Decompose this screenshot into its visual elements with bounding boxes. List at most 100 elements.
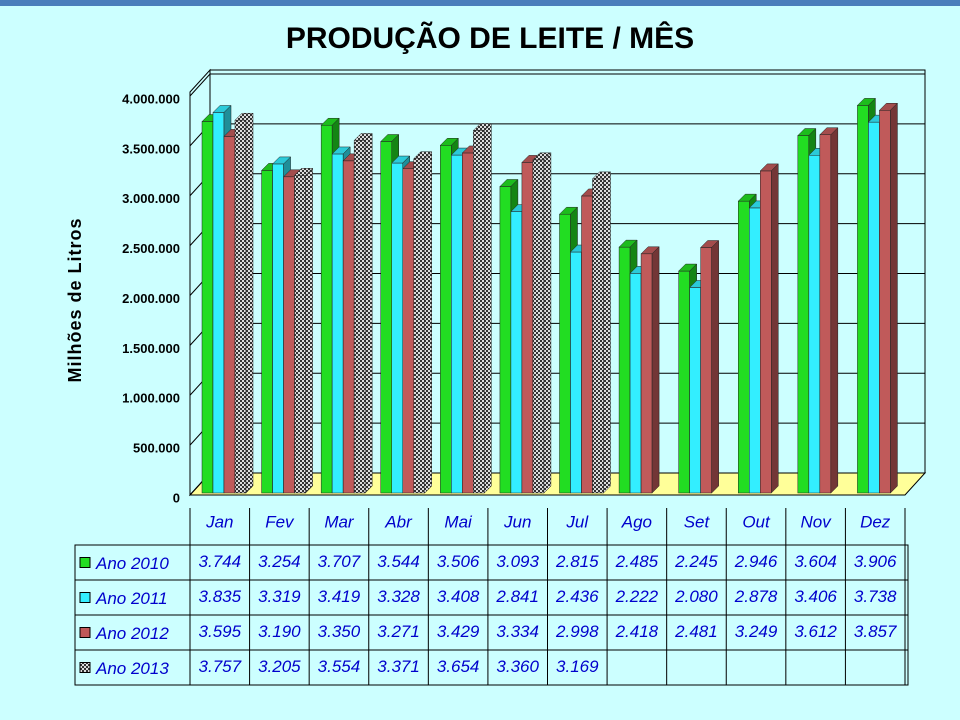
bar (759, 163, 779, 494)
bar (293, 167, 314, 494)
value-label: 2.436 (555, 587, 599, 606)
value-label: 2.222 (615, 587, 659, 606)
bar-front (440, 145, 452, 494)
bar-front (342, 160, 355, 494)
bar-front (391, 162, 403, 494)
value-label: 3.190 (258, 622, 301, 641)
bar-front (510, 211, 523, 494)
value-label: 3.169 (556, 657, 599, 676)
bar-front (700, 247, 712, 494)
value-label: 3.707 (318, 552, 361, 571)
value-label: 3.654 (437, 657, 480, 676)
value-label: 3.612 (794, 622, 837, 641)
bar-front (462, 152, 474, 494)
legend-label: Ano 2013 (95, 659, 169, 678)
bar-front (521, 162, 534, 494)
bar-side (305, 167, 313, 494)
bar (640, 246, 660, 494)
value-label: 3.595 (199, 622, 242, 641)
bar-front (868, 121, 880, 494)
value-label: 2.418 (615, 622, 659, 641)
bar-side (830, 127, 839, 494)
y-tick-label: 3.000.000 (122, 191, 180, 206)
value-label: 2.841 (495, 587, 539, 606)
legend-label: Ano 2010 (95, 554, 169, 573)
bar-front (499, 186, 512, 494)
value-label: 3.254 (258, 552, 301, 571)
grid-line (189, 73, 925, 97)
bar-front (201, 121, 214, 494)
value-label: 3.604 (794, 552, 837, 571)
bar-side (484, 122, 492, 494)
bar (700, 239, 720, 494)
value-label: 3.554 (318, 657, 361, 676)
bar-front (857, 105, 869, 494)
x-tick-label: Fev (265, 512, 295, 531)
bar-front (879, 110, 891, 494)
bar-side (651, 246, 660, 494)
y-tick-label: 1.500.000 (122, 341, 180, 356)
x-tick-label: Mar (324, 512, 355, 531)
value-label: 3.334 (496, 622, 539, 641)
value-label: 2.481 (674, 622, 718, 641)
top-strip (0, 0, 960, 6)
bar-front (451, 154, 463, 494)
x-tick-label: Out (742, 512, 771, 531)
y-tick-label: 3.500.000 (122, 141, 180, 156)
bar-side (424, 151, 432, 494)
value-label: 3.429 (437, 622, 480, 641)
legend-label: Ano 2011 (95, 589, 168, 608)
x-tick-label: Jul (565, 512, 589, 531)
bar-front (331, 153, 344, 494)
value-label: 3.319 (258, 587, 301, 606)
bar-front (473, 130, 485, 494)
y-tick-label: 2.500.000 (122, 241, 180, 256)
value-label: 3.271 (377, 622, 420, 641)
bar (413, 151, 433, 494)
bar (472, 122, 492, 494)
value-label: 3.371 (377, 657, 420, 676)
value-label: 3.857 (854, 622, 897, 641)
value-label: 2.485 (615, 552, 659, 571)
y-tick-label: 1.000.000 (122, 391, 180, 406)
value-label: 3.249 (735, 622, 778, 641)
value-label: 3.835 (199, 587, 242, 606)
value-label: 3.408 (437, 587, 480, 606)
value-label: 3.328 (377, 587, 420, 606)
x-tick-label: Ago (621, 512, 652, 531)
bar-front (353, 140, 366, 494)
value-label: 3.906 (854, 552, 897, 571)
bar-front (212, 112, 225, 494)
value-label: 3.360 (496, 657, 539, 676)
bar-side (890, 102, 898, 494)
bar-front (402, 168, 414, 494)
bar-front (283, 176, 295, 494)
bar-front (532, 159, 545, 494)
y-tick-label: 4.000.000 (122, 91, 180, 106)
value-label: 3.738 (854, 587, 897, 606)
bar-front (738, 200, 750, 494)
bar-front (559, 213, 571, 494)
bar-front (592, 178, 604, 494)
bar (591, 171, 612, 494)
legend-marker (79, 592, 91, 603)
bar-front (272, 163, 284, 494)
legend-label: Ano 2012 (95, 624, 169, 643)
x-tick-label: Nov (801, 512, 833, 531)
bar-front (320, 124, 333, 494)
bar (532, 152, 552, 494)
bar-front (629, 273, 642, 494)
value-label: 2.815 (555, 552, 599, 571)
value-label: 2.946 (734, 552, 778, 571)
value-label: 3.757 (199, 657, 242, 676)
x-tick-label: Abr (384, 512, 413, 531)
bar-front (618, 246, 631, 494)
bar-front (808, 155, 821, 494)
bar-front (570, 251, 582, 494)
bar-front (640, 253, 653, 494)
value-label: 3.406 (794, 587, 837, 606)
bar-side (543, 152, 552, 494)
bar-side (245, 112, 254, 494)
bar-front (797, 135, 810, 494)
